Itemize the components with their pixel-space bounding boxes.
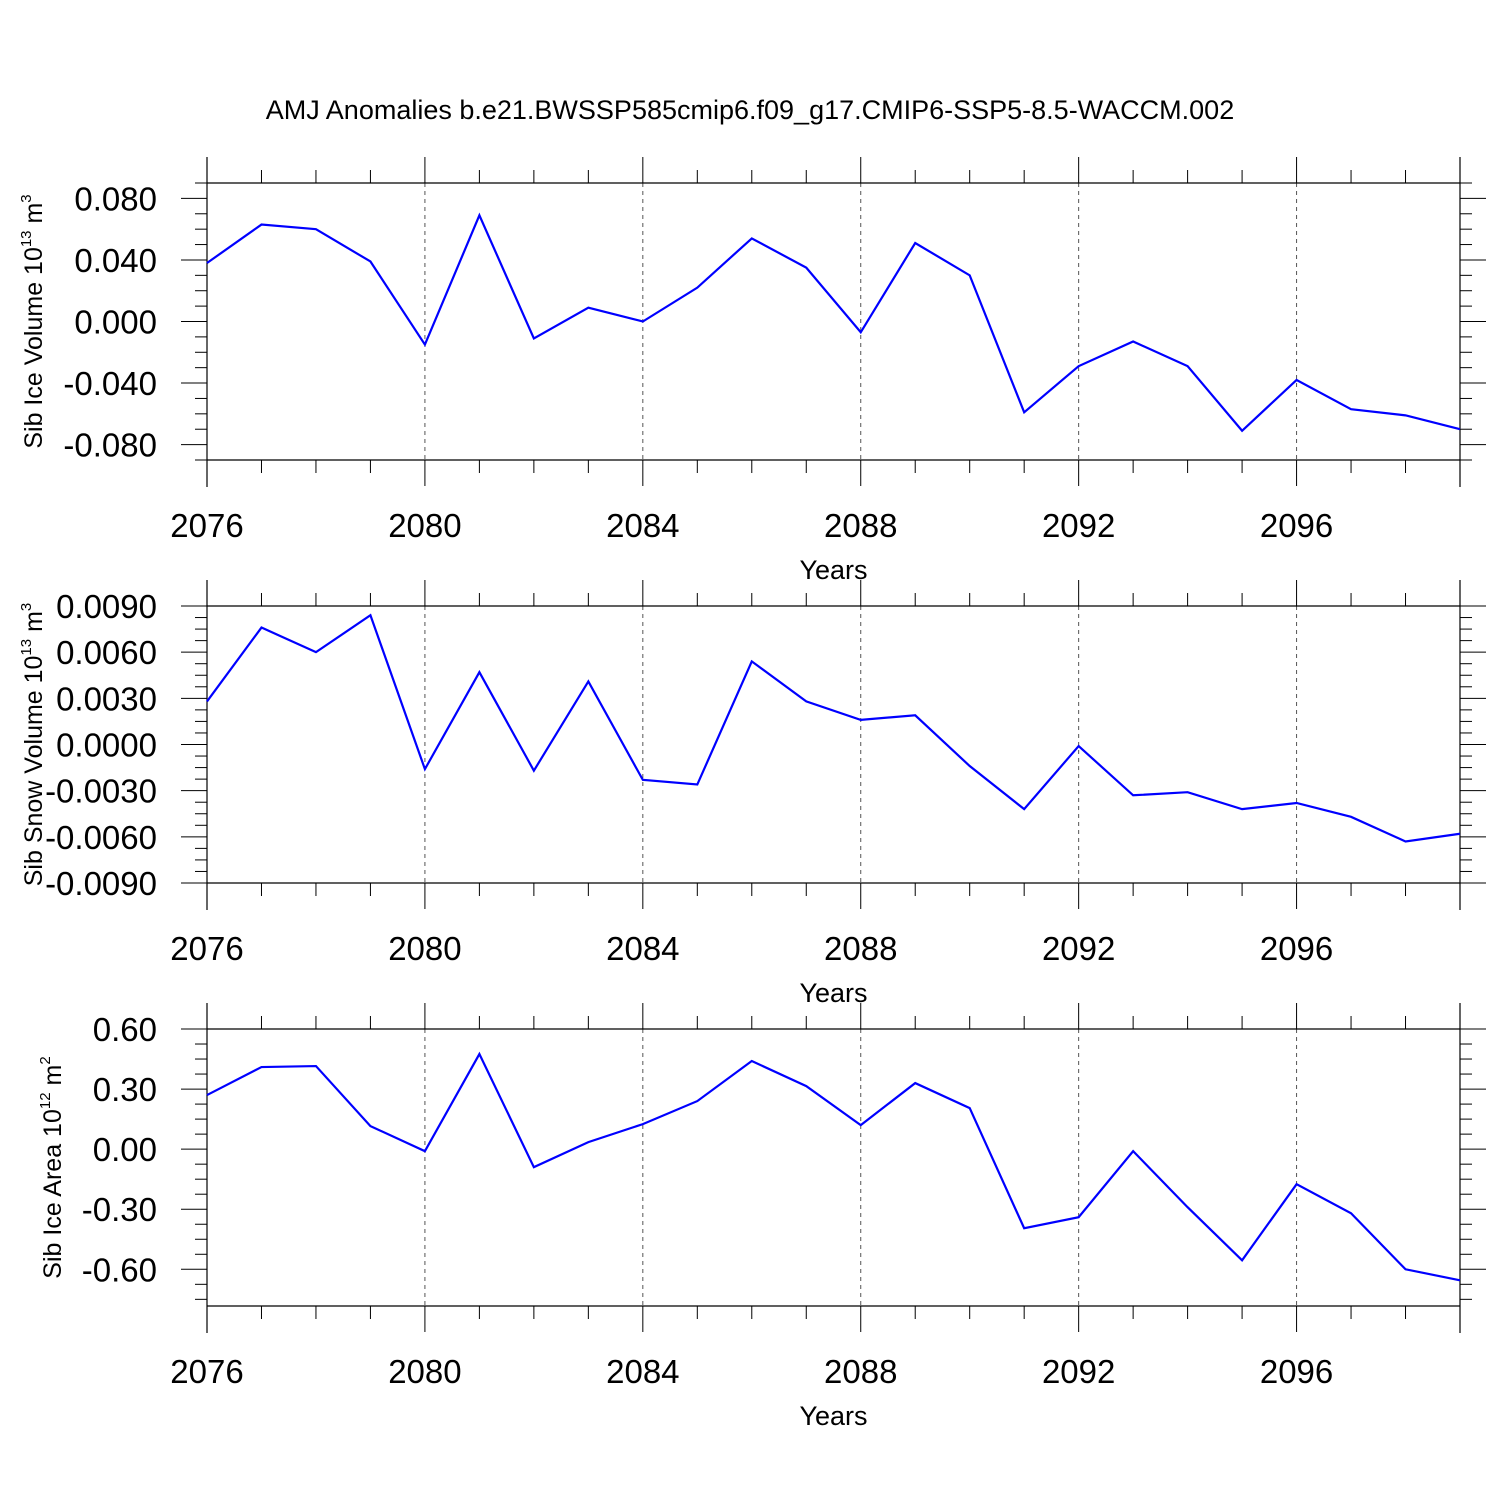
- y-tick-label: 0.0030: [56, 680, 157, 717]
- y-tick-label: 0.0090: [56, 588, 157, 625]
- x-tick-label: 2088: [824, 930, 897, 967]
- chart-panel-3: 2076 2080 2084 2088 2092 2096 Years -0.60 -0.30 0…: [37, 1003, 1486, 1431]
- x-axis-title: Years: [799, 555, 867, 585]
- y-tick-label: -0.0030: [45, 773, 157, 810]
- chart-panel-2: 2076 2080 2084 2088 2092 2096 Years -0.0090 -0.0…: [18, 580, 1486, 1008]
- series-line-1: [206, 212, 1461, 433]
- y-axis-title: Sib Snow Volume 1013 m3: [18, 603, 48, 887]
- y-tick-label: 0.040: [74, 242, 157, 279]
- y-axis-title: Sib Ice Area 1012 m2: [37, 1056, 67, 1278]
- y-tick-label: 0.00: [93, 1131, 157, 1168]
- x-tick-label: 2096: [1260, 1353, 1333, 1390]
- x-tick-label: 2080: [388, 1353, 461, 1390]
- y-tick-label: 0.000: [74, 304, 157, 341]
- y-tick-label: -0.30: [82, 1191, 157, 1228]
- x-tick-label: 2076: [170, 1353, 243, 1390]
- chart-title: AMJ Anomalies b.e21.BWSSP585cmip6.f09_g1…: [266, 95, 1234, 125]
- y-tick-label: -0.0090: [45, 865, 157, 902]
- series-line-1: [206, 1051, 1461, 1282]
- y-tick-label: -0.040: [63, 365, 157, 402]
- x-tick-label: 2084: [606, 507, 679, 544]
- y-tick-label: -0.60: [82, 1251, 157, 1288]
- x-tick-label: 2092: [1042, 1353, 1115, 1390]
- x-tick-label: 2092: [1042, 930, 1115, 967]
- y-tick-label: -0.0060: [45, 819, 157, 856]
- x-tick-label: 2088: [824, 1353, 897, 1390]
- y-tick-label: 0.30: [93, 1071, 157, 1108]
- x-tick-label: 2084: [606, 1353, 679, 1390]
- x-tick-label: 2080: [388, 507, 461, 544]
- y-tick-label: 0.0060: [56, 634, 157, 671]
- chart-panel-1: 2076 2080 2084 2088 2092 2096 Years -0.080 -0.04…: [18, 157, 1486, 585]
- x-axis-title: Years: [799, 978, 867, 1008]
- y-tick-label: -0.080: [63, 427, 157, 464]
- x-tick-label: 2084: [606, 930, 679, 967]
- y-tick-label: 0.080: [74, 180, 157, 217]
- x-tick-label: 2096: [1260, 507, 1333, 544]
- x-axis-title: Years: [799, 1401, 867, 1431]
- x-tick-label: 2092: [1042, 507, 1115, 544]
- x-tick-label: 2076: [170, 507, 243, 544]
- series-line-1: [206, 613, 1461, 843]
- x-tick-label: 2076: [170, 930, 243, 967]
- y-axis-title: Sib Ice Volume 1013 m3: [18, 194, 48, 448]
- x-tick-label: 2096: [1260, 930, 1333, 967]
- chart-panels: 2076 2080 2084 2088 2092 2096 Years -0.080 -0.04…: [18, 157, 1486, 1431]
- y-tick-label: 0.60: [93, 1011, 157, 1048]
- x-tick-label: 2080: [388, 930, 461, 967]
- y-tick-label: 0.0000: [56, 727, 157, 764]
- x-tick-label: 2088: [824, 507, 897, 544]
